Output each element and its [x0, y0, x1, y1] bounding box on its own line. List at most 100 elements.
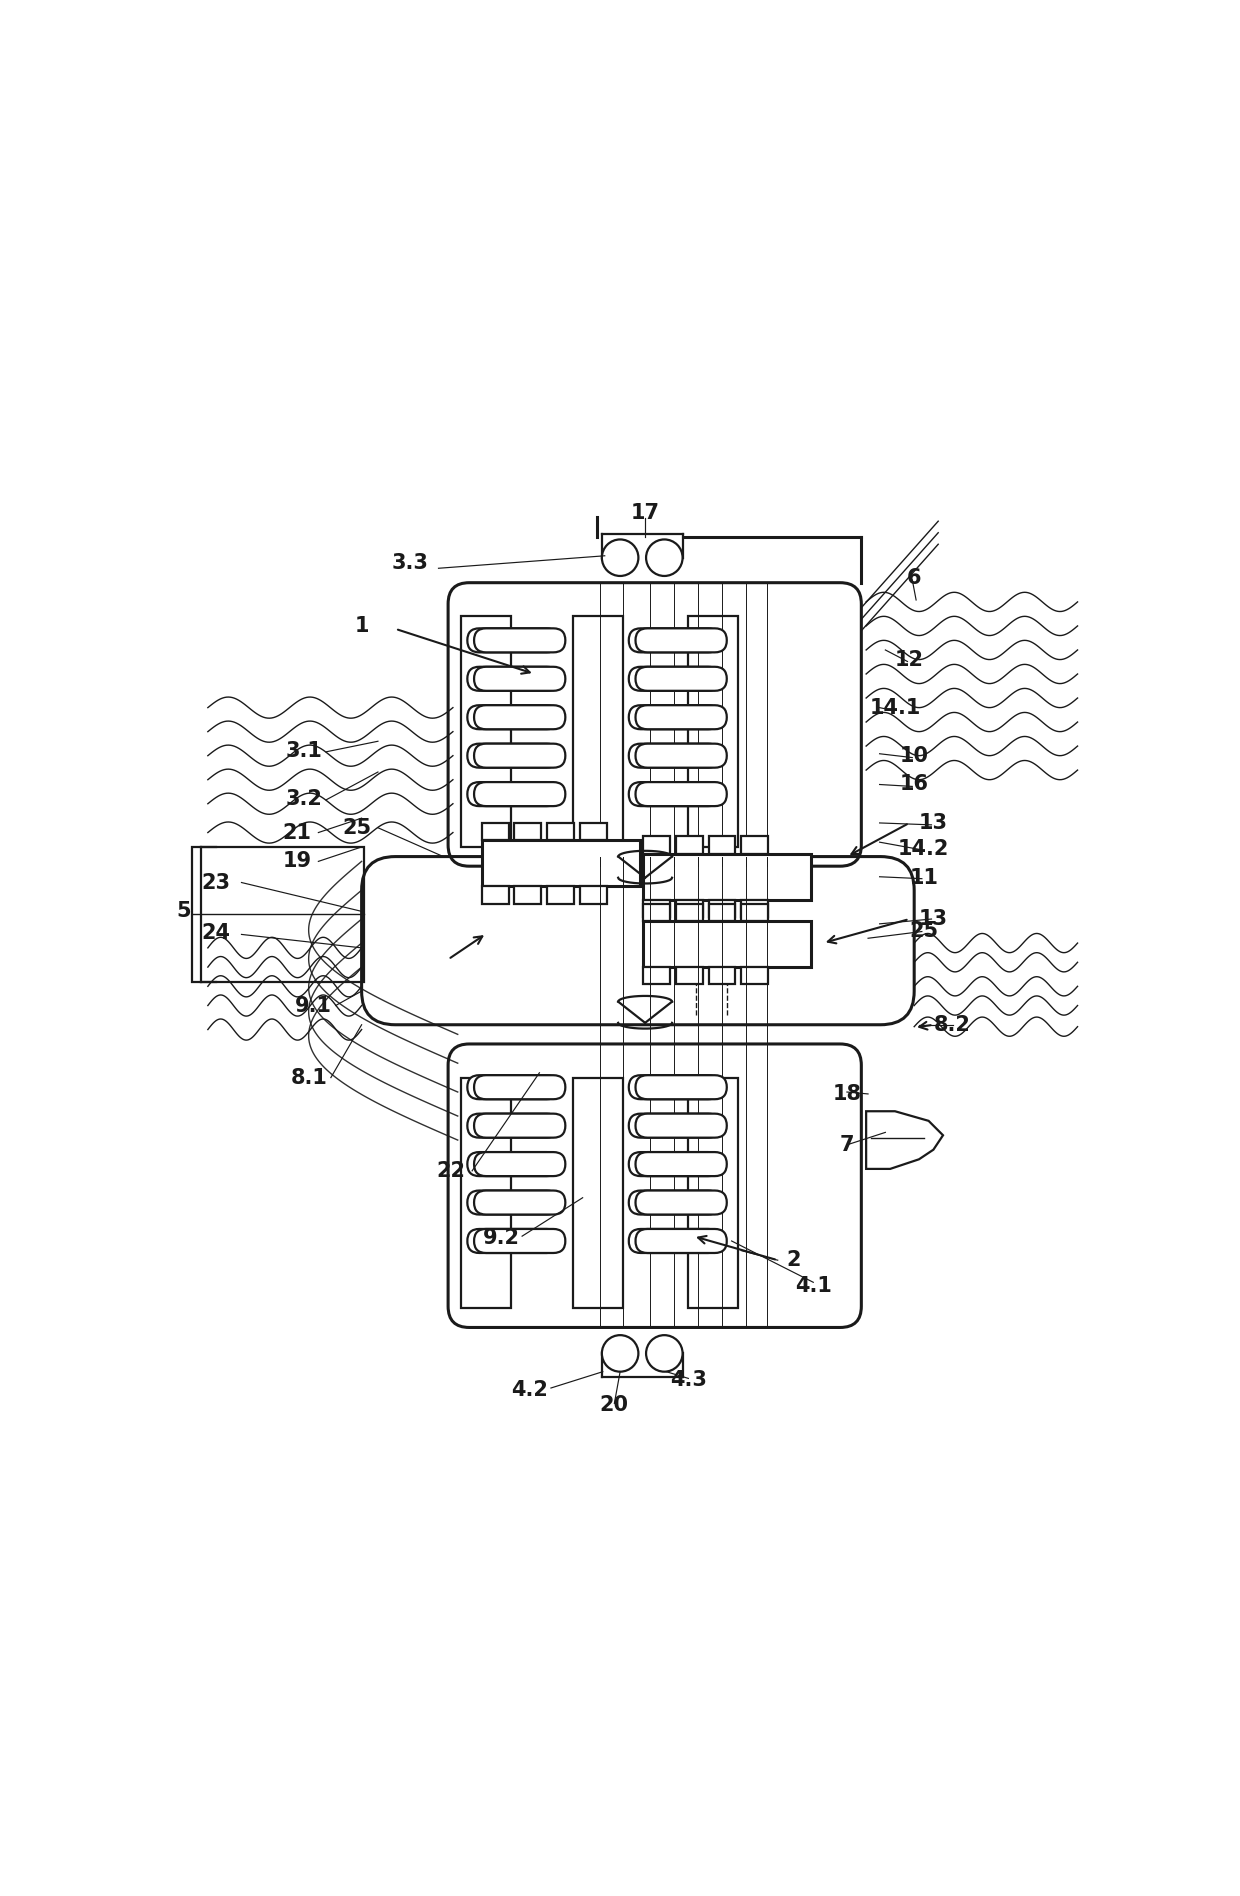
- Text: 13: 13: [919, 908, 947, 929]
- FancyBboxPatch shape: [467, 705, 559, 730]
- FancyBboxPatch shape: [629, 743, 720, 768]
- FancyBboxPatch shape: [474, 667, 565, 690]
- FancyBboxPatch shape: [635, 743, 727, 768]
- Bar: [191, 848, 365, 982]
- FancyBboxPatch shape: [467, 1191, 559, 1215]
- Bar: [742, 967, 768, 984]
- Bar: [481, 840, 640, 885]
- FancyBboxPatch shape: [635, 1075, 727, 1100]
- Text: 16: 16: [900, 774, 929, 794]
- Bar: [742, 836, 768, 853]
- Bar: [688, 616, 738, 848]
- Bar: [742, 901, 768, 918]
- FancyBboxPatch shape: [629, 1153, 720, 1176]
- Bar: [644, 904, 670, 921]
- Bar: [460, 1077, 511, 1308]
- Text: 7: 7: [839, 1136, 854, 1155]
- Text: 23: 23: [201, 872, 231, 893]
- Text: 20: 20: [600, 1395, 629, 1414]
- Bar: [515, 885, 542, 904]
- FancyBboxPatch shape: [635, 628, 727, 652]
- Bar: [460, 616, 511, 848]
- Bar: [580, 885, 606, 904]
- Text: 21: 21: [283, 823, 311, 842]
- Circle shape: [646, 1335, 682, 1371]
- Bar: [573, 616, 622, 848]
- Bar: [481, 885, 508, 904]
- Bar: [742, 904, 768, 921]
- Circle shape: [646, 540, 682, 576]
- Text: 3.1: 3.1: [285, 741, 322, 760]
- FancyBboxPatch shape: [629, 1113, 720, 1138]
- FancyBboxPatch shape: [474, 743, 565, 768]
- Bar: [644, 853, 811, 901]
- FancyBboxPatch shape: [474, 781, 565, 806]
- Text: 11: 11: [909, 868, 939, 887]
- Text: 3.3: 3.3: [392, 554, 428, 573]
- Text: 9.2: 9.2: [482, 1229, 520, 1248]
- FancyBboxPatch shape: [467, 667, 559, 690]
- Bar: [481, 823, 508, 840]
- FancyBboxPatch shape: [635, 1229, 727, 1253]
- Text: 9.1: 9.1: [295, 995, 332, 1016]
- FancyBboxPatch shape: [467, 1153, 559, 1176]
- FancyBboxPatch shape: [635, 1113, 727, 1138]
- FancyBboxPatch shape: [474, 1075, 565, 1100]
- Bar: [547, 885, 574, 904]
- FancyBboxPatch shape: [629, 1229, 720, 1253]
- FancyBboxPatch shape: [629, 1075, 720, 1100]
- Circle shape: [601, 540, 639, 576]
- FancyBboxPatch shape: [635, 1191, 727, 1215]
- Bar: [708, 836, 735, 853]
- FancyBboxPatch shape: [467, 628, 559, 652]
- Bar: [708, 901, 735, 918]
- Bar: [676, 904, 703, 921]
- Bar: [644, 921, 811, 967]
- Text: 8.1: 8.1: [290, 1067, 327, 1088]
- Text: 12: 12: [895, 650, 924, 669]
- Text: 2: 2: [787, 1249, 801, 1270]
- Text: 4.3: 4.3: [670, 1371, 707, 1390]
- FancyBboxPatch shape: [474, 1153, 565, 1176]
- FancyBboxPatch shape: [635, 1153, 727, 1176]
- Text: 4.2: 4.2: [511, 1380, 548, 1399]
- Bar: [547, 823, 574, 840]
- Bar: [676, 836, 703, 853]
- Bar: [644, 836, 670, 853]
- FancyBboxPatch shape: [467, 1229, 559, 1253]
- Text: 3.2: 3.2: [285, 789, 322, 810]
- Bar: [573, 1077, 622, 1308]
- Text: 1: 1: [355, 616, 368, 635]
- FancyBboxPatch shape: [635, 667, 727, 690]
- FancyBboxPatch shape: [629, 667, 720, 690]
- Text: 4.1: 4.1: [795, 1276, 832, 1297]
- Text: 18: 18: [832, 1085, 862, 1103]
- Bar: [644, 901, 670, 918]
- Text: 19: 19: [283, 851, 311, 872]
- Text: 10: 10: [900, 745, 929, 766]
- Text: 14.2: 14.2: [898, 838, 950, 859]
- FancyBboxPatch shape: [467, 1113, 559, 1138]
- FancyBboxPatch shape: [474, 628, 565, 652]
- Bar: [644, 967, 670, 984]
- Bar: [676, 967, 703, 984]
- FancyBboxPatch shape: [629, 628, 720, 652]
- FancyBboxPatch shape: [467, 781, 559, 806]
- Circle shape: [601, 1335, 639, 1371]
- Bar: [708, 967, 735, 984]
- FancyBboxPatch shape: [635, 781, 727, 806]
- Text: 14.1: 14.1: [869, 698, 920, 717]
- Text: 13: 13: [919, 813, 947, 832]
- Text: 22: 22: [436, 1160, 465, 1181]
- Text: 17: 17: [631, 504, 660, 523]
- FancyBboxPatch shape: [474, 705, 565, 730]
- Text: 25: 25: [342, 817, 371, 838]
- Text: 25: 25: [909, 921, 939, 940]
- Text: 6: 6: [906, 569, 921, 588]
- Text: 5: 5: [176, 901, 191, 921]
- FancyBboxPatch shape: [474, 1229, 565, 1253]
- FancyBboxPatch shape: [474, 1113, 565, 1138]
- Bar: [708, 904, 735, 921]
- FancyBboxPatch shape: [467, 1075, 559, 1100]
- Bar: [676, 901, 703, 918]
